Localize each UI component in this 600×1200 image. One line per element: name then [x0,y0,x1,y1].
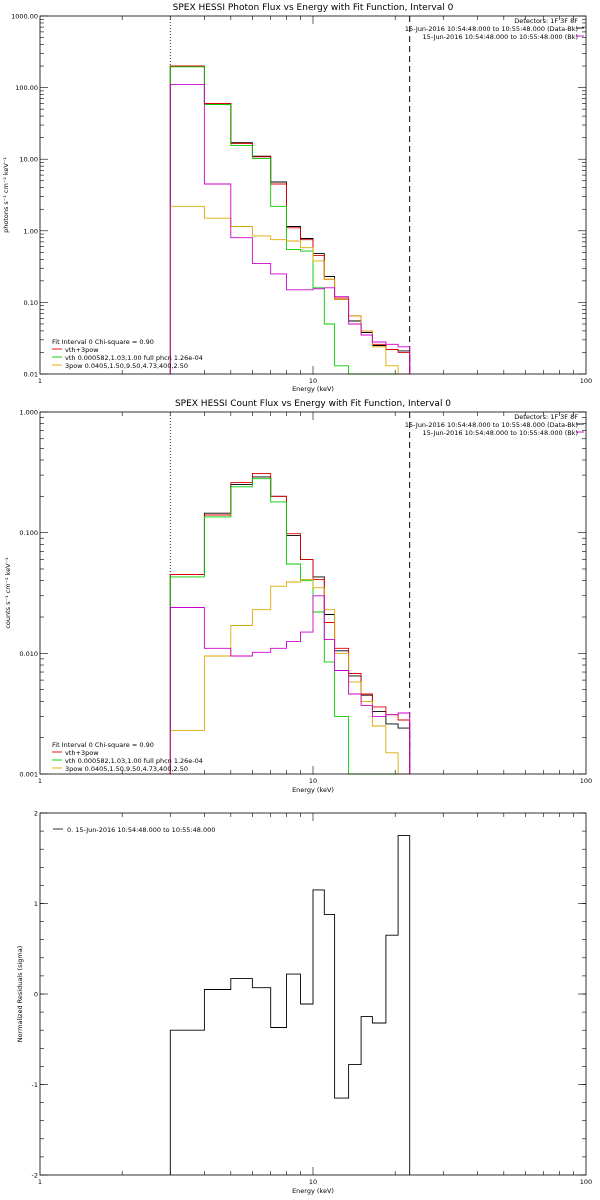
info-detectors: Detectors: 1F 3F 8F [514,17,578,25]
x-tick-label: 10 [309,1178,317,1186]
y-tick-label: 0.10 [24,299,38,307]
x-tick-label: 10 [309,377,317,385]
info-bk: 15-Jun-2016 10:54:48.000 to 10:55:48.000… [423,33,578,41]
y-tick-label: 0.001 [19,771,38,779]
fit-interval: Fit Interval 0 Chi-square = 0.90 [52,741,154,749]
y-tick-label: 0.010 [19,650,38,658]
y-tick-label: 10.00 [19,156,38,164]
series-2-step-line [169,66,410,375]
photon-flux-vlines [169,16,411,374]
photon-flux-ylabel: photons s⁻¹ cm⁻² keV⁻¹ [2,157,10,233]
residuals-panel: 1 10 100 -2 -1 0 1 2 Energy (keV) Normalized Re… [16,810,592,1196]
count-flux-fit-legend: Fit Interval 0 Chi-square = 0.90 vth+3po… [52,741,203,773]
fit-model: vth+3pow [65,346,99,354]
residuals-ticks: 1 10 100 -2 -1 0 1 2 [32,810,593,1187]
y-tick-label: -2 [32,1172,38,1180]
x-tick-label: 100 [580,777,592,785]
x-tick-label: 100 [580,377,592,385]
photon-flux-title: SPEX HESSI Photon Flux vs Energy with Fi… [173,3,454,13]
x-tick-label: 1 [38,1178,42,1186]
fit-vth: vth 0.000582,1.03,1.00 full phcn 1.26e-0… [65,354,203,362]
series-4-step-line [169,595,411,774]
fit-3pow: 3pow 0.0405,1.50,9.50,4.73,400,2.50 [65,765,188,773]
series-3-step-line [169,578,410,775]
x-tick-label: 100 [580,1178,592,1186]
y-tick-label: 1 [34,900,38,908]
series-1-step-line [169,65,411,374]
series-0-step-line [169,476,411,774]
series-4-step-line [169,84,411,374]
y-tick-label: 0 [34,991,38,999]
info-bk: 15-Jun-2016 10:54:48.000 to 10:55:48.000… [423,429,578,437]
series-0-step-line [169,65,411,374]
count-flux-panel: SPEX HESSI Count Flux vs Energy with Fit… [4,399,592,794]
count-flux-xlabel: Energy (keV) [292,786,334,794]
photon-flux-fit-legend: Fit Interval 0 Chi-square = 0.90 vth+3po… [52,338,203,370]
y-tick-label: 1.000 [19,409,38,417]
info-data-bk: 15-Jun-2016 10:54:48.000 to 10:55:48.000… [405,421,578,429]
x-tick-label: 1 [38,777,42,785]
y-tick-label: 1000.00 [11,13,38,21]
y-tick-label: 2 [34,810,38,818]
photon-flux-panel: SPEX HESSI Photon Flux vs Energy with Fi… [2,3,592,393]
photon-flux-xlabel: Energy (keV) [292,385,334,393]
fit-3pow: 3pow 0.0405,1.50,9.50,4.73,400,2.50 [65,362,188,370]
y-tick-label: 100.00 [15,84,38,92]
count-flux-series [52,423,584,775]
y-tick-label: 0.100 [19,529,38,537]
fit-vth: vth 0.000582,1.03,1.00 full phcn 1.26e-0… [65,757,203,765]
series-1-step-line [169,472,411,774]
y-tick-label: 1.00 [24,227,38,235]
residuals-xlabel: Energy (keV) [292,1187,334,1195]
count-flux-vlines [169,412,411,774]
photon-flux-ticks: 1 10 100 0.01 0.10 1.00 10.00 100.00 1000.00 [11,13,592,386]
photon-flux-series [52,27,584,375]
count-flux-frame [39,411,587,775]
y-tick-label: 0.01 [24,371,38,379]
residuals-frame [39,812,587,1176]
residuals-legend-label: 0. 15-Jun-2016 10:54:48.000 to 10:55:48.… [67,826,215,834]
photon-flux-info-legend: Detectors: 1F 3F 8F 15-Jun-2016 10:54:48… [405,17,578,41]
count-flux-ticks: 1 10 100 0.001 0.010 0.100 1.000 [19,409,592,786]
x-tick-label: 10 [309,777,317,785]
count-flux-ylabel: counts s⁻¹ cm⁻² keV⁻¹ [4,557,12,629]
residuals-legend: 0. 15-Jun-2016 10:54:48.000 to 10:55:48.… [53,826,215,834]
fit-model: vth+3pow [65,749,99,757]
info-detectors: Detectors: 1F 3F 8F [514,413,578,421]
residuals-series [169,835,411,1175]
info-data-bk: 15-Jun-2016 10:54:48.000 to 10:55:48.000… [405,25,578,33]
fit-interval: Fit Interval 0 Chi-square = 0.90 [52,338,154,346]
residuals-ylabel: Normalized Residuals (sigma) [16,946,24,1043]
y-tick-label: -1 [32,1081,38,1089]
count-flux-info-legend: Detectors: 1F 3F 8F 15-Jun-2016 10:54:48… [405,413,578,437]
photon-flux-frame [39,15,587,375]
series-0-step-line [169,835,411,1175]
series-2-step-line [169,478,410,775]
x-tick-label: 1 [38,377,42,385]
count-flux-title: SPEX HESSI Count Flux vs Energy with Fit… [175,399,451,409]
